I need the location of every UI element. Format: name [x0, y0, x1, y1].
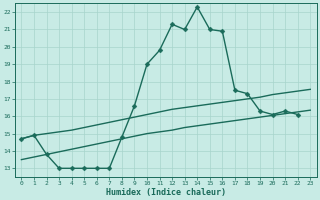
X-axis label: Humidex (Indice chaleur): Humidex (Indice chaleur) [106, 188, 226, 197]
